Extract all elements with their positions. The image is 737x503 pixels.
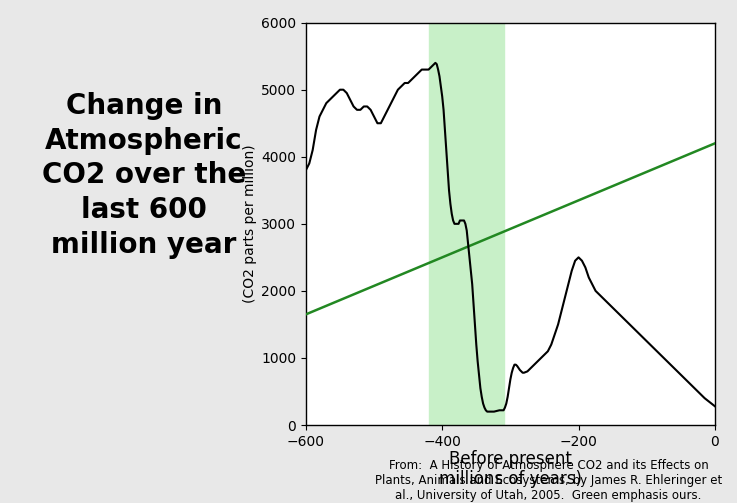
Bar xyxy=(428,23,503,425)
Text: millions of years): millions of years) xyxy=(439,470,582,488)
Y-axis label: (CO2 parts per million): (CO2 parts per million) xyxy=(242,144,256,303)
Text: Change in
Atmospheric
CO2 over the
last 600
million year: Change in Atmospheric CO2 over the last … xyxy=(41,92,246,259)
Text: Before present: Before present xyxy=(449,450,572,468)
Text: From:  A History of Atmosphere CO2 and its Effects on
Plants, Animals and Ecosys: From: A History of Atmosphere CO2 and it… xyxy=(375,459,722,502)
